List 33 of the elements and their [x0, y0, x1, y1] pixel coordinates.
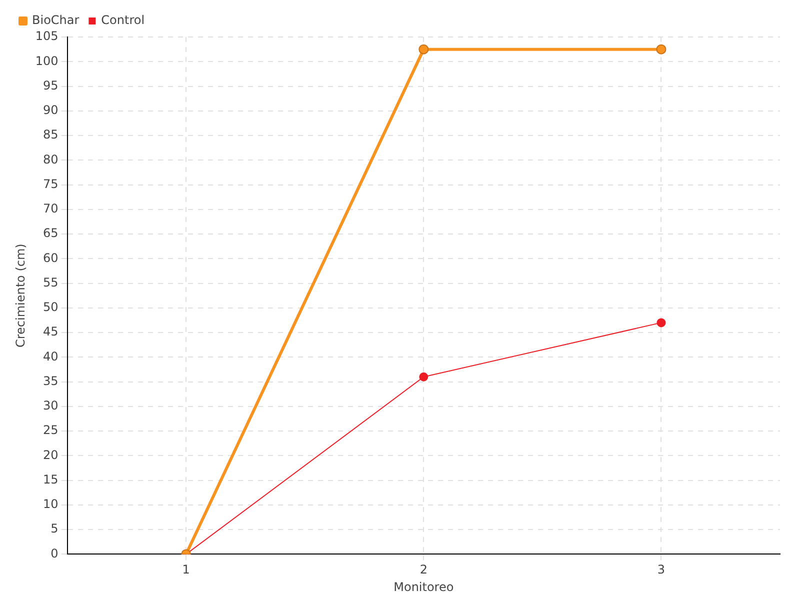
x-tick-label: 3: [657, 562, 666, 577]
y-axis-title: Crecimiento (cm): [13, 244, 28, 348]
y-tick-label: 65: [43, 226, 58, 240]
point: [419, 372, 428, 382]
y-tick-label: 45: [43, 324, 58, 339]
y-tick-label: 70: [43, 202, 58, 216]
legend-label: Control: [101, 13, 145, 28]
point: [656, 44, 666, 54]
y-tick-label: 5: [50, 522, 58, 536]
y-tick-label: 40: [43, 349, 58, 364]
y-tick-label: 20: [43, 448, 58, 462]
x-tick-label: 1: [182, 562, 190, 577]
y-tick-label: 100: [35, 54, 58, 68]
y-tick-label: 30: [43, 398, 58, 413]
y-tick-label: 85: [43, 128, 58, 142]
y-tick-label: 60: [43, 250, 58, 265]
y-tick-label: 0: [50, 546, 58, 560]
point: [418, 44, 429, 54]
y-tick-label: 50: [43, 300, 58, 314]
x-axis-title: Monitoreo: [394, 580, 454, 594]
y-tick-label: 105: [35, 29, 58, 44]
x-tick-label: 2: [420, 562, 428, 577]
y-tick-label: 35: [43, 374, 58, 388]
y-tick-label: 15: [43, 472, 58, 486]
point: [656, 318, 666, 328]
y-tick-label: 55: [43, 275, 58, 290]
legend-label: BioChar: [32, 13, 80, 28]
y-tick-label: 80: [43, 152, 58, 166]
y-tick-label: 90: [43, 103, 58, 118]
y-tick-label: 95: [43, 78, 58, 92]
y-tick-label: 25: [43, 423, 58, 438]
y-tick-label: 75: [43, 176, 58, 191]
y-tick-label: 10: [43, 497, 58, 512]
